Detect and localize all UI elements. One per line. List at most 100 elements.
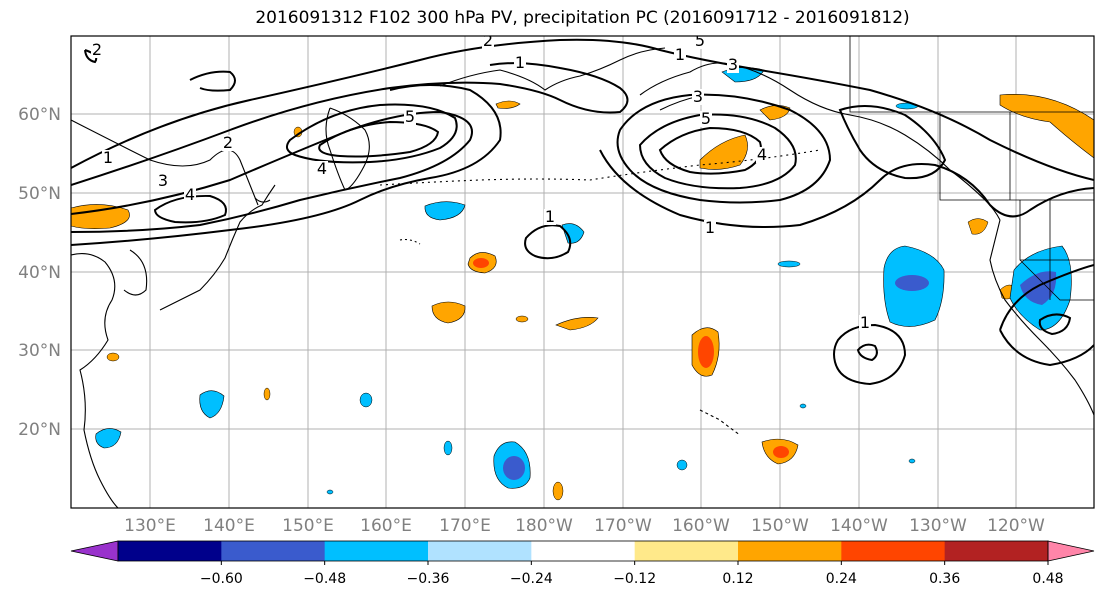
coastline-japan [159,184,276,311]
precip-negative-area [676,459,688,471]
contour-label-bg [694,36,706,49]
coastline-na-west [989,219,1094,416]
pv-contour [71,84,502,246]
colorbar: −0.60 −0.48 −0.36 −0.24 −0.12 0.12 0.24 0.36 0.4… [70,540,1095,587]
colorbar-swatch [118,541,222,561]
lon-axis-labels: 130°E 140°E 150°E 160°E 170°E 180°W 170°… [124,516,1045,536]
precip-positive-area [699,134,748,170]
precip-positive-area [555,317,599,331]
contour-label-bg [704,220,716,236]
coastline-chukotka [439,47,666,91]
colorbar-ticks [220,561,1049,565]
pv-contour [189,70,236,92]
lon-label: 140°E [203,516,255,536]
lat-label: 40°N [18,263,61,283]
contour-label-bg [674,47,686,63]
precip-positive-core [698,336,714,368]
pv-contour [71,110,473,233]
colorbar-swatch [634,541,739,561]
lat-label: 30°N [18,341,61,361]
contour-label: 4 [185,185,195,204]
precip-positive-area [999,94,1094,159]
colorbar-tick-label: −0.36 [407,571,450,587]
contour-label-bg [544,209,556,225]
lon-label: 170°E [439,516,491,536]
pv-contour [318,120,440,158]
coastline-kamchatka [325,107,370,191]
pv-contour [285,103,458,164]
precip-negative-area [424,201,466,221]
pv-contour [1038,313,1072,336]
precip-positive-core [473,258,489,268]
lat-label: 60°N [18,105,61,125]
graticule [71,36,1094,508]
precip-negative-area [908,458,916,464]
precip-positive-area [515,315,529,323]
contour-label: 3 [693,87,703,106]
colorbar-swatch [428,541,532,561]
colorbar-swatch [221,541,326,561]
colorbar-frame [117,540,1049,562]
pv-contour [856,343,878,362]
contour-label-bg [756,147,768,163]
precip-positive-area [71,204,130,229]
contour-label: 1 [675,45,685,64]
pv-contour [524,224,572,260]
colorbar-tick-label: −0.48 [303,571,346,587]
contour-label: 4 [757,145,767,164]
colorbar-tick-label: 0.36 [929,571,960,587]
colorbar-tick-label: −0.60 [200,571,243,587]
lon-label: 130°W [909,516,967,536]
pv-contours [71,38,1094,386]
contour-label: 1 [103,148,113,167]
precip-negative-core [503,456,525,480]
pv-contour [838,105,947,180]
colorbar-swatch [944,541,1049,561]
coastline-korea [123,249,148,296]
contour-label-bg [102,150,114,166]
lat-axis-labels: 60°N 50°N 40°N 30°N 20°N [18,105,61,440]
coastline-asia [71,253,119,508]
contour-label-bg [316,161,328,177]
contour-label: 3 [728,55,738,74]
border-us-state [1019,259,1094,301]
pv-contour [71,62,629,186]
lon-label: 150°W [751,516,809,536]
contour-label: 2 [483,31,493,50]
precip-negative-area [777,260,801,268]
colorbar-swatches [70,540,1095,562]
precipitation-shading [71,67,1094,501]
contour-label-bg [157,173,169,189]
figure-title: 2016091312 F102 300 hPa PV, precipitatio… [255,8,910,28]
lon-label: 140°W [830,516,888,536]
precip-positive-area [495,100,521,109]
border-alaska-canada [849,36,1094,113]
pv-contour [599,149,1094,228]
contour-label-bg [700,111,712,127]
precip-negative-area [443,440,453,456]
lon-label: 160°E [360,516,412,536]
precip-negative-area [95,428,122,449]
coastline-aleutians [379,149,821,186]
contour-label: 1 [515,53,525,72]
colorbar-swatch [324,541,429,561]
precip-negative-core [1020,271,1057,305]
pv-contour [616,93,832,204]
pv-contour [999,329,1094,367]
precip-positive-area [759,105,791,121]
precip-positive-core [773,446,789,458]
colorbar-tick-labels: −0.60 −0.48 −0.36 −0.24 −0.12 0.12 0.24 0.36 0.4… [200,571,1064,587]
precip-positive-area [263,387,271,401]
precip-negative-core [895,275,929,291]
contour-label-bg [859,315,871,331]
contour-label: 5 [405,107,415,126]
contour-label-bg [514,55,526,71]
pv-contour [638,113,797,190]
colorbar-tick-label: 0.48 [1032,571,1063,587]
pv-contour [71,38,1094,181]
lat-label: 20°N [18,420,61,440]
contour-label-bg [727,57,739,73]
